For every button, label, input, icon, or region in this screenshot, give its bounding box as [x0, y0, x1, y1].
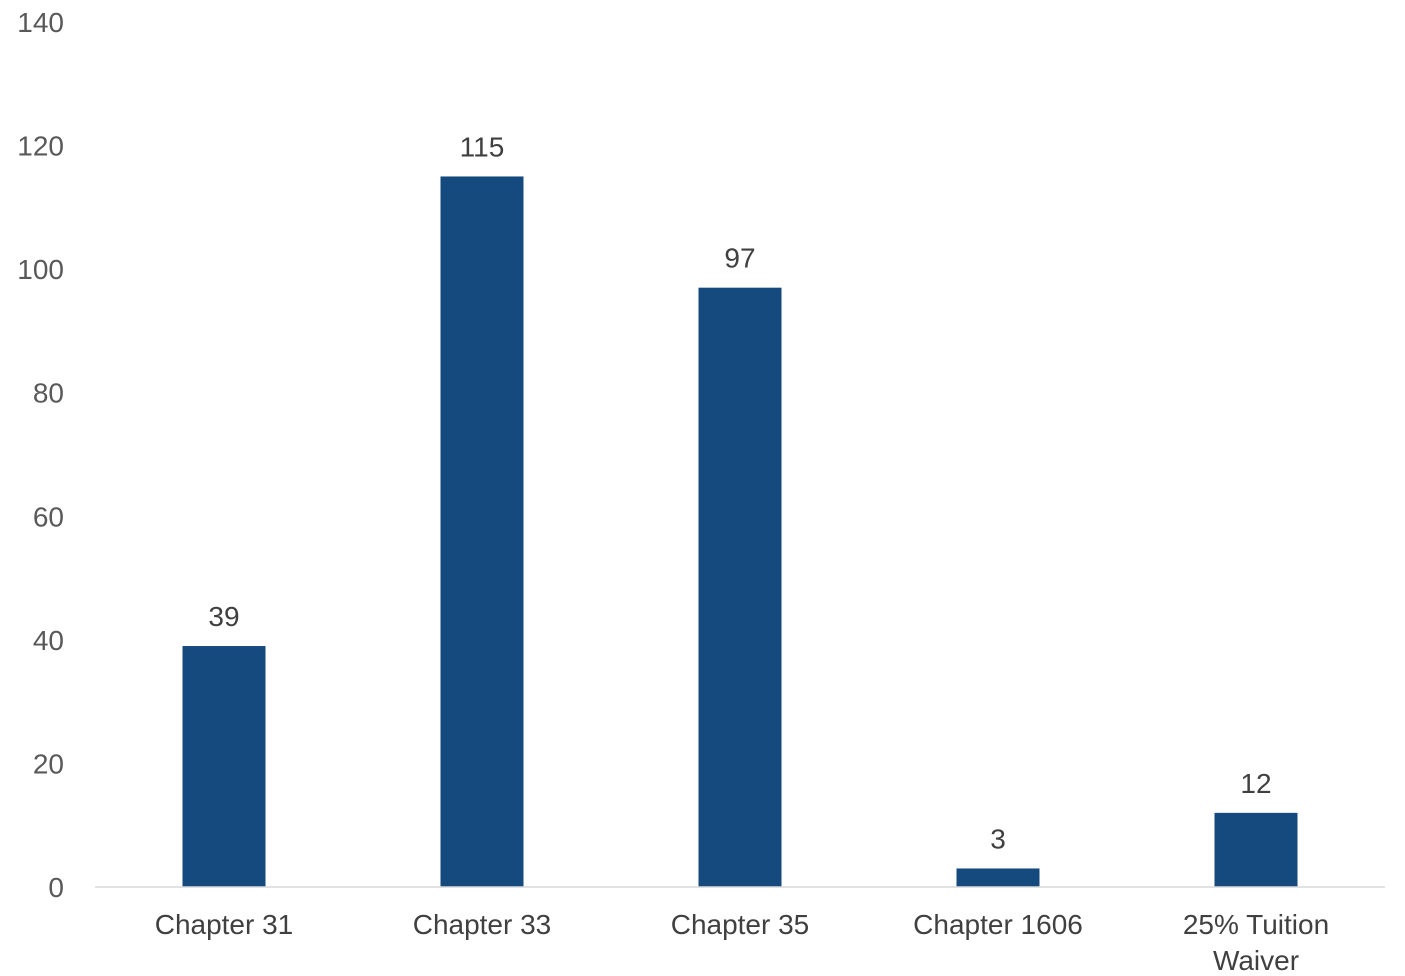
bar [1214, 812, 1298, 887]
y-tick-label: 100 [17, 254, 64, 285]
y-tick-label: 20 [33, 748, 64, 779]
x-tick-label-line: Waiver [1213, 945, 1299, 976]
x-tick-label: 25% Tuition Waiver [1183, 909, 1329, 976]
x-axis-category-labels: Chapter 31 Chapter 33 Chapter 35 Chapter 16… [155, 909, 1329, 976]
data-label: 97 [724, 243, 755, 274]
x-tick-label-line: Chapter 31 [155, 909, 294, 940]
data-label: 39 [208, 601, 239, 632]
data-label: 115 [460, 131, 505, 162]
x-tick-label: Chapter 1606 [913, 909, 1083, 940]
x-tick-label-line: Chapter 33 [413, 909, 552, 940]
bars [182, 176, 1298, 887]
data-label: 3 [990, 823, 1006, 854]
x-tick-label-line: Chapter 1606 [913, 909, 1083, 940]
bar [956, 868, 1040, 887]
y-tick-label: 60 [33, 501, 64, 532]
x-tick-label: Chapter 31 [155, 909, 294, 940]
bar [440, 176, 524, 887]
bar [182, 646, 266, 887]
y-axis-ticks: 0 20 40 60 80 100 120 140 [17, 7, 64, 903]
x-tick-label-line: 25% Tuition [1183, 909, 1329, 940]
data-label: 12 [1240, 768, 1271, 799]
y-tick-label: 140 [17, 7, 64, 38]
y-tick-label: 40 [33, 625, 64, 656]
y-tick-label: 120 [17, 131, 64, 162]
x-tick-label: Chapter 35 [671, 909, 810, 940]
x-tick-label: Chapter 33 [413, 909, 552, 940]
data-labels: 39 115 97 3 12 [208, 131, 1271, 854]
y-tick-label: 80 [33, 378, 64, 409]
x-tick-label-line: Chapter 35 [671, 909, 810, 940]
bar [698, 287, 782, 887]
y-tick-label: 0 [48, 872, 64, 903]
